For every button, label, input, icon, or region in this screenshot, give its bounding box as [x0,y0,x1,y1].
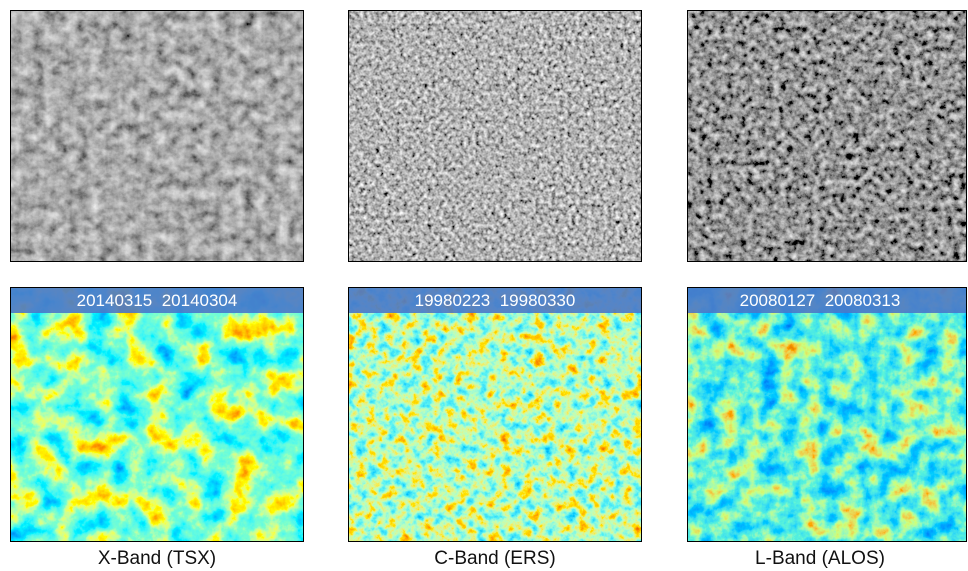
figure: 20140315 20140304 X-Band (TSX) 19980223 … [0,0,968,571]
date-label: 20080127 20080313 [740,291,901,310]
panel: 20080127 20080313 L-Band (ALOS) [687,10,967,569]
date-label: 19980223 19980330 [415,291,576,310]
caption: X-Band (TSX) [98,548,216,569]
sar-image [687,10,966,262]
sar-image [348,10,642,262]
sar-image [10,10,304,262]
date-label: 20140315 20140304 [77,291,238,310]
interferogram [687,287,966,542]
caption: L-Band (ALOS) [755,548,885,569]
panel: 20140315 20140304 X-Band (TSX) [10,10,304,569]
interferogram [348,287,642,542]
interferogram [10,287,304,542]
caption: C-Band (ERS) [434,548,555,569]
panel: 19980223 19980330 C-Band (ERS) [348,10,642,569]
